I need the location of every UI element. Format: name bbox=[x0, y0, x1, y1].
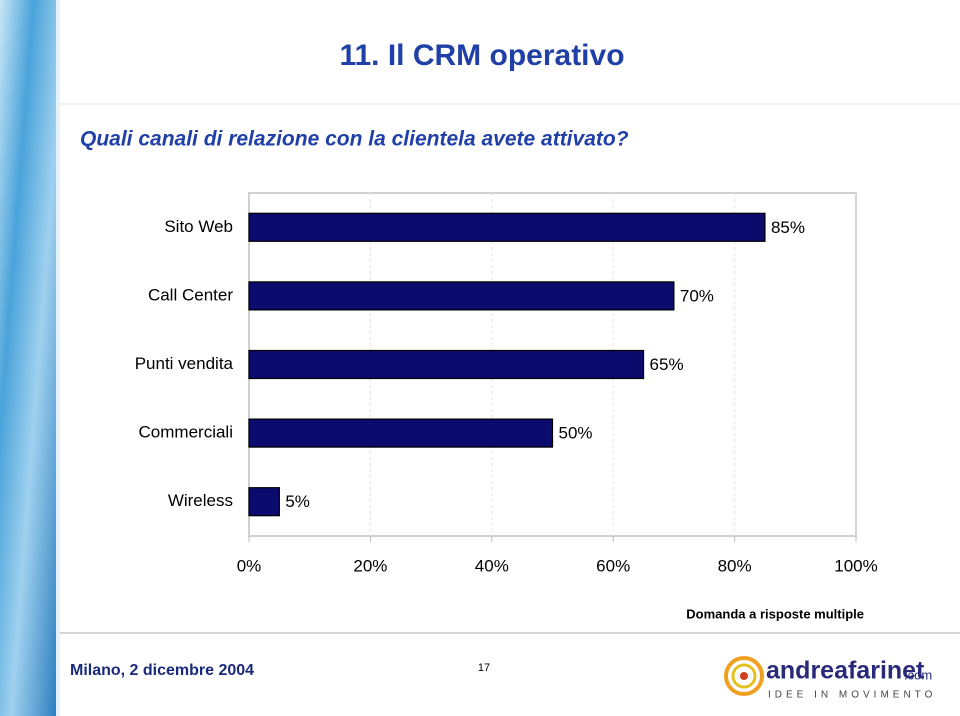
y-tick-label: Punti vendita bbox=[135, 354, 234, 373]
data-label: 5% bbox=[285, 492, 310, 511]
data-label: 70% bbox=[680, 286, 714, 305]
x-tick-label: 40% bbox=[475, 556, 509, 575]
x-tick-label: 0% bbox=[237, 556, 262, 575]
logo-dot bbox=[740, 672, 748, 680]
bar bbox=[248, 281, 675, 311]
y-tick-label: Wireless bbox=[168, 491, 233, 510]
footer-text: Milano, 2 dicembre 2004 bbox=[70, 662, 254, 679]
data-label: 65% bbox=[650, 355, 684, 374]
y-tick-label: Sito Web bbox=[164, 217, 233, 236]
side-edge bbox=[56, 0, 60, 716]
slide-title: 11. Il CRM operativo bbox=[339, 39, 624, 72]
x-tick-label: 80% bbox=[718, 556, 752, 575]
logo-ring bbox=[724, 656, 764, 696]
x-tick-label: 20% bbox=[353, 556, 387, 575]
x-tick-label: 60% bbox=[596, 556, 630, 575]
x-tick-label: 100% bbox=[834, 556, 877, 575]
chart-note: Domanda a risposte multiple bbox=[686, 606, 864, 621]
side-decoration bbox=[0, 0, 56, 716]
logo-ring bbox=[731, 663, 757, 689]
data-label: 85% bbox=[771, 218, 805, 237]
bar bbox=[248, 418, 554, 448]
bar bbox=[248, 212, 766, 242]
logo-name: andreafarinet bbox=[766, 657, 925, 685]
slide-subtitle: Quali canali di relazione con la cliente… bbox=[80, 128, 629, 151]
data-label: 50% bbox=[559, 424, 593, 443]
logo: andreafarinet .com IDEE IN MOVIMENTO bbox=[724, 656, 936, 701]
logo-tagline: IDEE IN MOVIMENTO bbox=[768, 690, 936, 701]
page-number: 17 bbox=[478, 662, 490, 674]
bar bbox=[248, 349, 645, 380]
y-tick-label: Call Center bbox=[148, 285, 233, 304]
bar bbox=[248, 487, 280, 517]
logo-suffix: .com bbox=[904, 667, 932, 682]
y-tick-label: Commerciali bbox=[139, 423, 233, 442]
